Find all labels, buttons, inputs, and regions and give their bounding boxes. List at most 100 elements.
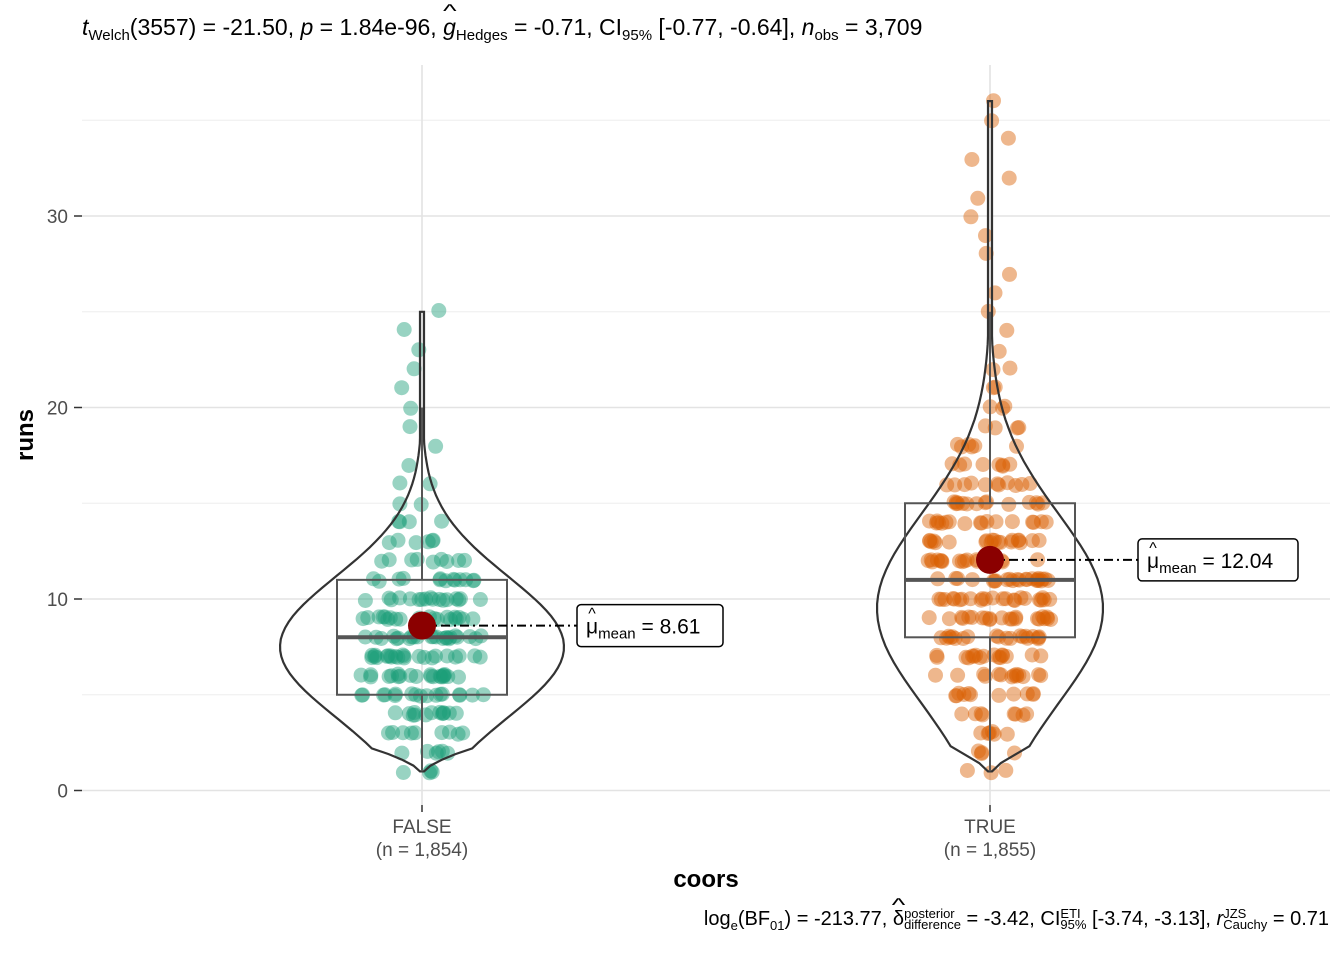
data-point [436, 669, 451, 685]
data-point [436, 667, 452, 683]
data-point [991, 649, 1007, 665]
data-point [954, 554, 970, 570]
data-point [923, 552, 939, 568]
data-point [1039, 609, 1055, 625]
data-point [383, 592, 399, 608]
data-point [1011, 420, 1027, 435]
data-point [986, 93, 1001, 109]
data-point [986, 726, 1002, 742]
data-point [381, 590, 397, 606]
data-point [993, 667, 1009, 683]
data-point [970, 190, 986, 206]
data-point [455, 611, 471, 627]
data-point [933, 553, 949, 569]
data-point [941, 514, 957, 530]
data-point [431, 591, 447, 607]
data-point [959, 763, 975, 778]
data-point [967, 706, 983, 722]
data-point [425, 669, 441, 685]
data-point [1033, 668, 1049, 684]
data-point [989, 476, 1005, 492]
data-point [414, 591, 430, 607]
data-point [1036, 611, 1052, 627]
data-point [439, 592, 455, 608]
mean-label-box [576, 603, 724, 648]
data-point [420, 534, 436, 550]
data-point [407, 725, 423, 741]
data-point [924, 554, 940, 570]
data-point [1035, 609, 1051, 625]
data-point [383, 648, 398, 664]
data-point [978, 534, 994, 550]
data-point [381, 535, 397, 551]
data-point [928, 667, 943, 683]
data-point [975, 610, 990, 626]
data-point [974, 707, 990, 723]
data-point [388, 611, 404, 627]
data-point [381, 669, 397, 684]
data-point [385, 725, 401, 740]
mean-point [408, 611, 436, 640]
data-point [408, 535, 424, 551]
data-point [450, 726, 466, 742]
data-point [929, 649, 945, 665]
data-point [1015, 669, 1031, 685]
data-point [1000, 130, 1016, 146]
data-point [390, 532, 406, 548]
data-point [396, 648, 412, 664]
data-point [950, 436, 965, 452]
data-point [964, 610, 980, 625]
data-point [394, 380, 410, 396]
data-point [369, 650, 385, 666]
data-point [979, 514, 995, 529]
data-point [1030, 611, 1045, 627]
data-point [411, 342, 427, 358]
data-point [934, 554, 950, 570]
data-point [1031, 611, 1047, 627]
data-point [355, 611, 371, 627]
data-point [998, 648, 1014, 664]
mean-label-box [1137, 538, 1299, 582]
data-point [984, 724, 1000, 740]
data-point [964, 439, 980, 455]
data-point [377, 609, 393, 625]
data-point [963, 475, 979, 491]
data-point [931, 591, 947, 607]
data-point [425, 533, 440, 549]
data-point [978, 245, 994, 261]
data-point [433, 551, 449, 567]
data-point [946, 591, 962, 607]
data-point [966, 648, 982, 664]
data-point [1025, 686, 1041, 702]
data-point [949, 688, 964, 704]
data-point [992, 534, 1008, 550]
violin-false [278, 310, 566, 773]
data-point [435, 592, 451, 608]
data-point [1001, 496, 1017, 512]
data-point [979, 533, 995, 549]
data-point [465, 611, 481, 627]
data-point [982, 611, 998, 627]
data-point [387, 705, 403, 721]
data-point [986, 532, 1002, 548]
violin-true [876, 100, 1104, 773]
data-point [1033, 592, 1049, 608]
data-point [403, 667, 419, 683]
data-point [951, 685, 967, 701]
data-point [401, 458, 417, 473]
data-point [999, 726, 1015, 742]
data-point [408, 669, 424, 684]
data-point [1036, 592, 1052, 608]
data-point [434, 725, 450, 741]
data-point [929, 647, 945, 663]
data-point [956, 687, 972, 702]
violins [278, 100, 1104, 773]
data-point [963, 209, 979, 225]
data-point [360, 610, 376, 626]
data-point [952, 592, 968, 608]
data-point [964, 152, 980, 167]
data-point [994, 610, 1010, 626]
mean-label: μmean = 8.61 [586, 616, 700, 643]
data-point [1006, 668, 1022, 683]
data-point [367, 647, 383, 663]
